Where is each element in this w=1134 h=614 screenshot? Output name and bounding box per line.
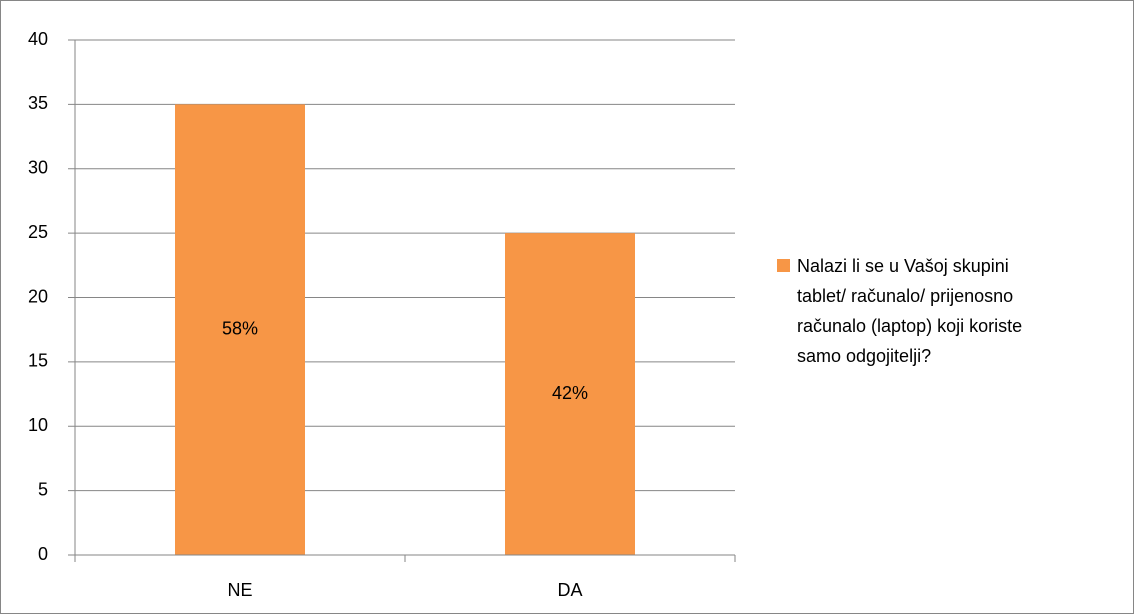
y-tick-label: 30	[28, 158, 48, 178]
bar	[505, 233, 635, 555]
legend-label: Nalazi li se u Vašoj skupini tablet/ rač…	[797, 256, 1023, 366]
y-tick-label: 20	[28, 286, 48, 306]
bar-annotation: 58%	[222, 318, 258, 338]
y-tick-label: 0	[38, 544, 48, 564]
x-tick-label: NE	[227, 580, 252, 600]
legend: Nalazi li se u Vašoj skupini tablet/ rač…	[777, 255, 1037, 371]
y-tick-label: 40	[28, 29, 48, 49]
bar	[175, 104, 305, 555]
y-tick-label: 25	[28, 222, 48, 242]
y-tick-label: 5	[38, 479, 48, 499]
bar-annotation: 42%	[552, 383, 588, 403]
legend-swatch	[777, 259, 790, 272]
y-tick-label: 35	[28, 93, 48, 113]
y-tick-label: 10	[28, 415, 48, 435]
y-tick-label: 15	[28, 351, 48, 371]
x-tick-label: DA	[557, 580, 582, 600]
